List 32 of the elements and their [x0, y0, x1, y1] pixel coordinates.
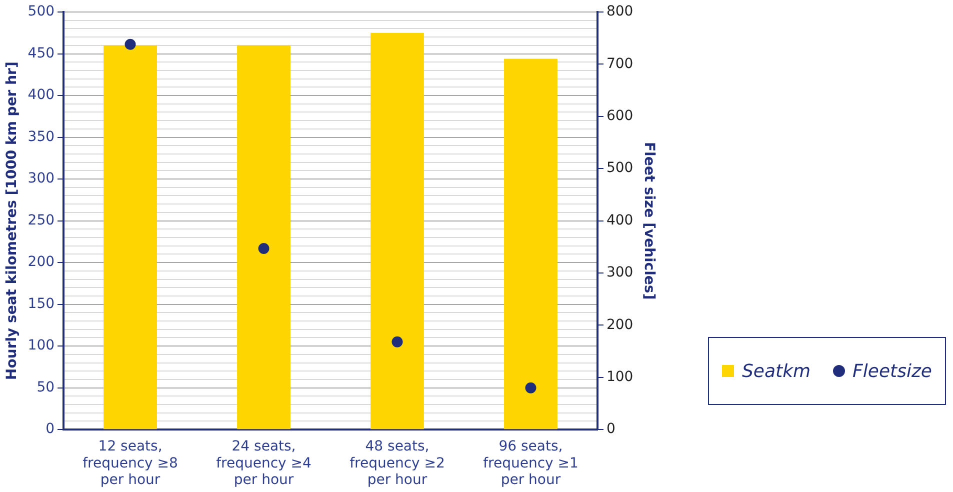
y2-tick-label: 100 [606, 369, 634, 386]
y-tick-label: 350 [28, 128, 55, 145]
y-tick-label: 0 [46, 421, 55, 438]
y-tick-label: 100 [28, 338, 55, 354]
y2-tick-label: 600 [606, 108, 634, 124]
point [258, 242, 270, 254]
x-tick-label: 96 seats, frequency ≥1 per hour [483, 438, 578, 488]
legend-label: Seatkm [742, 360, 811, 382]
y-tick-label: 500 [28, 4, 55, 20]
x-tick-label: 24 seats, frequency ≥4 per hour [216, 438, 312, 488]
x-tick-label: 48 seats, frequency ≥2 per hour [350, 438, 445, 488]
y2-tick-label: 700 [606, 56, 634, 72]
point [392, 336, 403, 348]
y2-tick-label: 800 [606, 4, 634, 20]
y-tick-label: 400 [28, 87, 55, 104]
legend-label: Fleetsize [852, 360, 932, 382]
y-tick-label: 50 [36, 379, 55, 396]
y-tick-label: 250 [28, 212, 55, 228]
y-tick-label: 150 [28, 296, 55, 312]
y2-tick-label: 200 [606, 316, 634, 333]
y2-tick-label: 400 [606, 212, 634, 228]
y-axis-title: Hourly seat kilometres [1000 km per hr] [4, 62, 20, 380]
y-tick-label: 450 [28, 45, 55, 62]
y2-tick-label: 0 [606, 421, 616, 438]
x-tick-label: 12 seats, frequency ≥8 per hour [82, 438, 178, 488]
y-tick-label: 300 [28, 170, 55, 187]
y2-axis-title: Fleet size [vehicles] [640, 142, 657, 300]
y2-tick-label: 300 [606, 264, 634, 281]
y-tick-label: 200 [28, 254, 55, 270]
y2-tick-label: 500 [606, 160, 634, 176]
point [124, 38, 136, 50]
point [525, 382, 536, 394]
